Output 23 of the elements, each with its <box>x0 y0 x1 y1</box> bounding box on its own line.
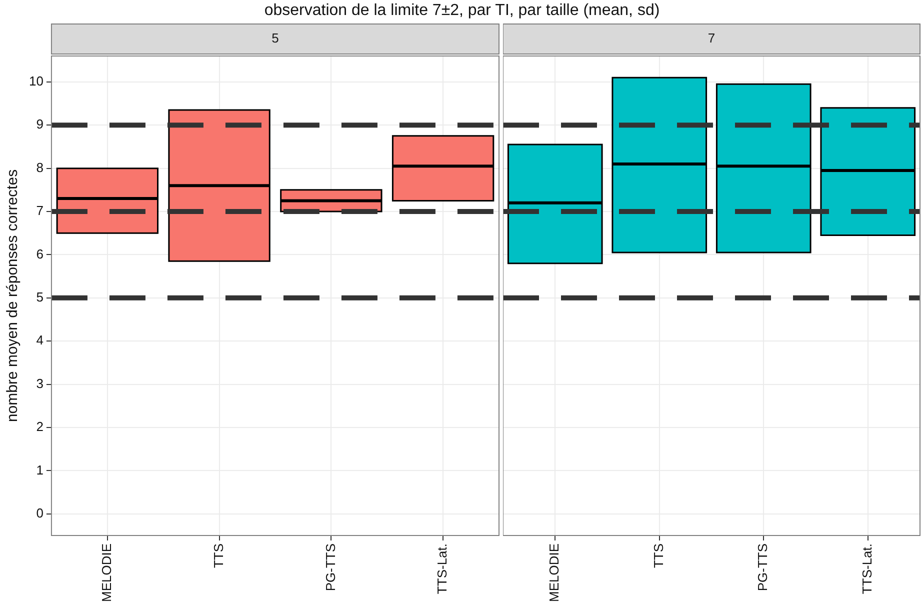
x-tick-label: TTS-Lat. <box>434 543 450 594</box>
y-tick-label: 5 <box>36 289 44 304</box>
x-tick-label: PG-TTS <box>322 543 338 592</box>
y-tick-label: 6 <box>36 246 44 262</box>
chart-title: observation de la limite 7±2, par TI, par taille (mean, sd) <box>263 2 661 20</box>
x-tick-label: TTS-Lat. <box>859 543 874 594</box>
chart-subtitle: 7 <box>708 30 716 46</box>
y-tick-label: 10 <box>28 73 44 88</box>
y-tick-label: 0 <box>36 505 44 520</box>
chart-subtitle: 5 <box>272 30 279 46</box>
x-tick-label: TTS <box>650 543 666 568</box>
x-tick-label: PG-TTS <box>755 543 770 592</box>
x-tick-label: MELODIE <box>546 543 562 602</box>
y-tick-label: 3 <box>36 376 44 391</box>
x-tick-label: TTS <box>210 543 226 568</box>
y-tick-label: 8 <box>36 160 44 175</box>
y-tick-label: 4 <box>36 332 44 348</box>
y-tick-label: 2 <box>36 419 44 434</box>
y-axis-title: nombre moyen de réponses correctes <box>4 169 22 422</box>
x-tick-label: MELODIE <box>98 543 114 602</box>
y-tick-label: 9 <box>36 116 44 132</box>
y-tick-label: 7 <box>36 203 44 218</box>
y-tick-label: 1 <box>36 462 44 478</box>
